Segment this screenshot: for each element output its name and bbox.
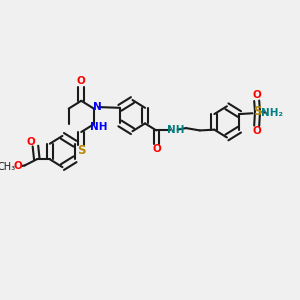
Text: NH: NH — [90, 122, 108, 132]
Text: NH: NH — [167, 124, 184, 134]
Text: O: O — [252, 126, 261, 136]
Text: O: O — [152, 144, 161, 154]
Text: NH₂: NH₂ — [261, 108, 283, 118]
Text: O: O — [252, 90, 261, 100]
Text: O: O — [14, 161, 23, 171]
Text: O: O — [27, 136, 36, 146]
Text: S: S — [77, 144, 86, 157]
Text: S: S — [253, 105, 262, 118]
Text: O: O — [76, 76, 85, 86]
Text: CH₃: CH₃ — [0, 162, 16, 172]
Text: N: N — [93, 102, 101, 112]
